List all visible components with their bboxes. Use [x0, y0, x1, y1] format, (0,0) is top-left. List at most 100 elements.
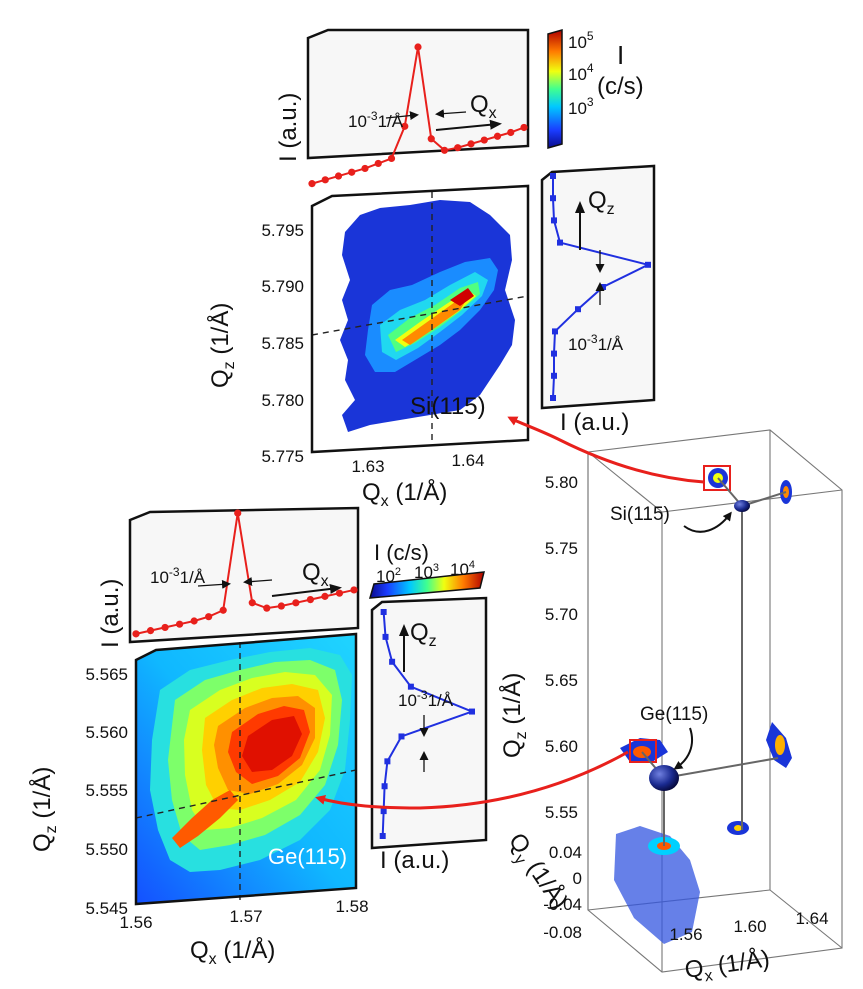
si-ytick-1: 5.780	[261, 391, 304, 410]
ge-cbar-tick-3: 104	[450, 559, 475, 579]
ge-contour-7	[242, 716, 302, 772]
d3-xtick-2: 1.64	[795, 909, 828, 928]
ge-width-label-a: 10-31/Å	[150, 565, 206, 587]
ge-profile-z-line	[381, 611, 475, 837]
box-edge-top-front	[587, 451, 663, 513]
ge-contour-tail	[172, 790, 238, 848]
si-qz-arrow-label: Qz	[588, 187, 615, 218]
si-profile-x-point-3	[348, 168, 356, 176]
ge-profile-z-point-9	[380, 609, 387, 615]
si-map-panel: 5.775 5.780 5.785 5.790 5.795 1.63 1.64 Si(11…	[206, 184, 530, 510]
si-3d-label: Si(115)	[610, 504, 670, 525]
d3-ytick-1: 0	[573, 869, 582, 888]
si-map-ylabel: Qz (1/Å)	[206, 303, 238, 388]
ge-profile-x-point-7	[234, 509, 242, 517]
d3-qx-ticks: 1.56 1.60 1.64	[669, 909, 828, 944]
ge-map-contours	[150, 648, 352, 872]
si-colorbar: 105 104 103 I (c/s)	[547, 29, 644, 149]
ge-map-xlabel: Qx (1/Å)	[190, 936, 275, 968]
si-profile-x-point-13	[480, 136, 488, 144]
ge-profile-x-ylabel: I (a.u.)	[97, 579, 124, 648]
ge-ytick-0: 5.545	[85, 899, 128, 918]
ge-map-ylabel: Qz (1/Å)	[28, 767, 60, 852]
si-cbar-tick-3: 103	[568, 95, 594, 118]
si-profile-x-point-1	[321, 176, 329, 184]
si-ytick-2: 5.785	[261, 334, 304, 353]
si-contour-6	[402, 294, 470, 345]
si-cbar-tick-1: 105	[568, 29, 594, 52]
side-ge-core	[775, 735, 785, 755]
ge-width-arrow-right	[243, 577, 273, 587]
si-profile-z-point-10	[550, 173, 556, 179]
ge-profile-z-point-2	[381, 783, 388, 790]
si-cbar-unit: (c/s)	[597, 73, 644, 100]
si-ytick-3: 5.790	[261, 277, 304, 296]
si-map-yticks: 5.775 5.780 5.785 5.790 5.795	[261, 221, 304, 466]
ge-profile-z-points	[379, 609, 475, 839]
d3-qz-ticks: 5.80 5.75 5.70 5.65 5.60 5.55	[545, 473, 578, 822]
ge-map-panel: 5.545 5.550 5.555 5.560 5.565 1.56 1.57 1.58 G…	[28, 632, 369, 968]
ge-cbar-tick-2: 103	[414, 562, 439, 582]
ge-connector-arrow	[315, 750, 629, 810]
ge-profile-x-line	[135, 512, 355, 635]
si-map-xlabel: Qx (1/Å)	[362, 478, 447, 510]
si-colorbar-bar	[547, 29, 563, 149]
ge-colorbar: I (c/s) 102 103 104	[368, 540, 485, 599]
box-edge-floor-right	[769, 889, 843, 949]
d3-ytick-2: -0.04	[543, 895, 582, 914]
ge-profile-x-points	[132, 509, 358, 638]
d3-ztick-1: 5.75	[545, 539, 578, 558]
si-profile-x-point-10	[440, 146, 449, 154]
si-map-annotation: Si(115)	[410, 393, 486, 420]
d3-ytick-3: -0.08	[543, 923, 582, 942]
ge-profile-z-point-3	[384, 758, 391, 765]
si-profile-z-point-4	[575, 306, 581, 313]
ge-profile-x-point-14	[335, 589, 344, 597]
si-profile-z-point-5	[600, 284, 606, 290]
si-profile-z-point-3	[552, 328, 558, 335]
ge-profile-z-point-8	[382, 633, 389, 640]
ge-profile-x-point-12	[306, 596, 314, 604]
ge-ytick-2: 5.555	[85, 781, 128, 800]
si-profile-x-point-7	[401, 122, 409, 130]
ge-profile-x-point-10	[277, 602, 285, 610]
si-contour-7	[450, 288, 474, 306]
si-cbar-label: I	[617, 40, 624, 70]
ge-3d-peak	[649, 765, 679, 791]
si-3d-label-arrow	[683, 511, 732, 533]
ge-peak-hline	[135, 769, 357, 819]
ge-profile-x-point-5	[205, 613, 213, 621]
si-profile-x-point-9	[427, 135, 435, 143]
si-profile-z-point-2	[551, 350, 557, 357]
ge-cbar-tick-1: 102	[376, 566, 401, 586]
si-profile-x-point-16	[520, 123, 528, 132]
d3-ztick-2: 5.70	[545, 605, 578, 624]
si-width-arrow-left	[385, 111, 419, 121]
ge-qx-arrow	[271, 583, 342, 597]
si-profile-z-panel: Qz 10-31/Å I (a.u.)	[540, 164, 656, 436]
si-profile-z-xlabel: I (a.u.)	[560, 409, 629, 436]
si-profile-z-point-7	[557, 239, 563, 246]
ge-side-line	[663, 757, 779, 779]
si-width-arrow-right	[435, 109, 467, 119]
ge-profile-z-frame	[370, 596, 488, 850]
si-width-label-b: 10-31/Å	[568, 332, 624, 354]
ge-xtick-2: 1.58	[335, 897, 368, 916]
si-connector-arrow	[507, 416, 705, 484]
si-profile-z-point-0	[550, 395, 556, 401]
ge-width-arrow-left	[197, 579, 231, 589]
ge-3d-label-arrow	[673, 727, 694, 770]
box-edge-top-right	[661, 489, 843, 513]
ge-profile-x-point-13	[321, 592, 329, 600]
ge-profile-x-frame	[128, 506, 360, 644]
d3-qy-label: Qy (1/Å)	[500, 828, 574, 917]
d3-xtick-0: 1.56	[669, 925, 702, 944]
si-profile-x-point-0	[308, 180, 316, 188]
si-profile-z-point-9	[550, 195, 556, 202]
ge-profile-z-point-7	[389, 658, 396, 665]
si-ytick-0: 5.775	[261, 447, 304, 466]
ge-map-annotation: Ge(115)	[268, 844, 347, 869]
si-profile-x-point-11	[454, 144, 462, 152]
ge-qx-arrow-label: Qx	[302, 559, 329, 590]
